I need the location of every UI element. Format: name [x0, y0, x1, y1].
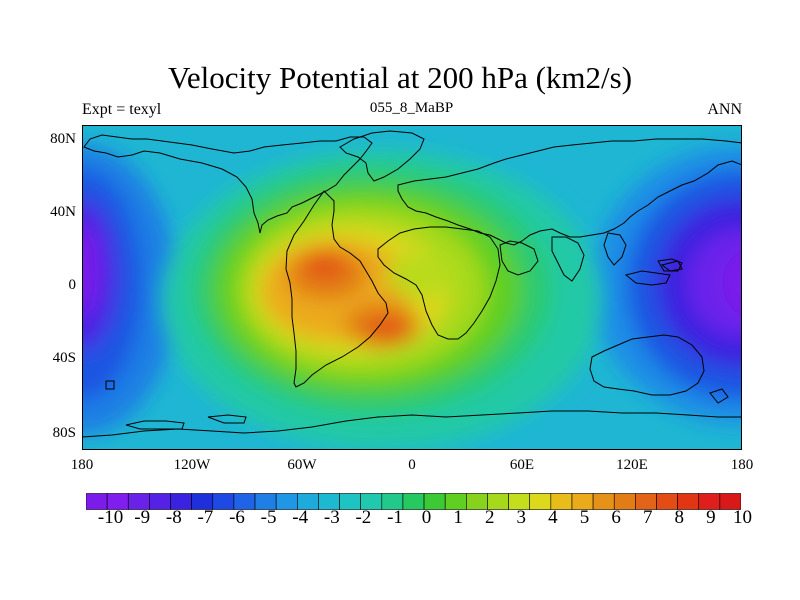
lon-label-0: 0	[408, 457, 416, 473]
colorbar-label: 9	[706, 507, 716, 528]
colorbar-label: -9	[134, 507, 151, 528]
colorbar-label: 8	[674, 507, 685, 528]
colorbar-label: -3	[323, 507, 340, 528]
colorbar-label: 10	[733, 507, 752, 528]
velocity-potential-map	[82, 125, 742, 450]
colorbar-label: -10	[97, 507, 124, 528]
lon-label-180w: 180	[70, 457, 94, 473]
map-title: Velocity Potential at 200 hPa (km2/s)	[167, 60, 633, 95]
colorbar-label: 0	[421, 507, 432, 528]
lon-label-120w: 120W	[173, 457, 211, 473]
lat-label-equator: 0	[68, 277, 77, 293]
colorbar-label: -7	[197, 507, 214, 528]
lat-label-40n: 40N	[50, 204, 76, 220]
lon-label-180e: 180	[730, 457, 754, 473]
colorbar-label: -1	[387, 507, 403, 528]
colorbar-label: 1	[453, 507, 463, 528]
colorbar-label: -8	[165, 507, 182, 528]
case-label: 055_8_MaBP	[369, 100, 454, 116]
lon-label-120e: 120E	[616, 457, 648, 473]
colorbar-label: 5	[579, 507, 590, 528]
colorbar-label: 2	[484, 507, 495, 528]
lon-label-60w: 60W	[287, 457, 317, 473]
lat-label-80s: 80S	[52, 425, 76, 441]
lon-label-60e: 60E	[509, 457, 535, 473]
colorbar-label: -6	[229, 507, 245, 528]
lat-label-80n: 80N	[50, 131, 76, 147]
experiment-label: Expt = texyl	[82, 101, 162, 118]
colorbar-label: 7	[642, 507, 653, 528]
colorbar-label: 3	[516, 507, 527, 528]
lat-label-40s: 40S	[52, 350, 76, 366]
colorbar-label: 4	[548, 507, 558, 528]
colorbar-label: -4	[292, 507, 309, 528]
colorbar	[85, 493, 742, 510]
colorbar-label: -5	[260, 507, 277, 528]
colorbar-label: -2	[355, 507, 372, 528]
colorbar-label: 6	[611, 507, 621, 528]
season-label: ANN	[707, 101, 742, 118]
